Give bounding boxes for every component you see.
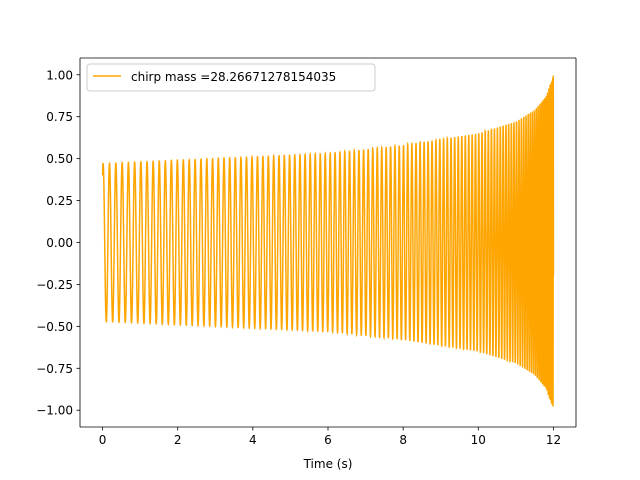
- y-tick-label: −0.25: [36, 278, 73, 292]
- x-axis-label: Time (s): [303, 457, 353, 471]
- y-tick-label: −0.50: [36, 320, 73, 334]
- y-tick-label: −1.00: [36, 404, 73, 418]
- legend-frame: [86, 63, 376, 92]
- series-line-chirp: [101, 75, 555, 407]
- x-tick-label: 10: [471, 433, 486, 447]
- y-tick-label: 0.50: [46, 152, 73, 166]
- y-tick-label: 0.75: [46, 110, 73, 124]
- legend: chirp mass =28.26671278154035: [86, 63, 376, 92]
- y-tick-label: −0.75: [36, 362, 73, 376]
- x-tick-label: 0: [99, 433, 107, 447]
- x-tick-label: 2: [174, 433, 182, 447]
- axes-layer: 0 2 4 6 8 10 12 −1.00 −0.75 −0.50 −0.25 0.00 0.25 0.5…: [36, 57, 577, 447]
- y-tick-label: 1.00: [46, 68, 73, 82]
- y-tick-label: 0.25: [46, 194, 73, 208]
- plot-layer: [101, 75, 555, 407]
- x-tick-label: 6: [324, 433, 332, 447]
- x-tick-label: 4: [249, 433, 257, 447]
- legend-label: chirp mass =28.26671278154035: [131, 70, 336, 84]
- x-tick-label: 12: [546, 433, 561, 447]
- x-tick-label: 8: [399, 433, 407, 447]
- y-tick-label: 0.00: [46, 236, 73, 250]
